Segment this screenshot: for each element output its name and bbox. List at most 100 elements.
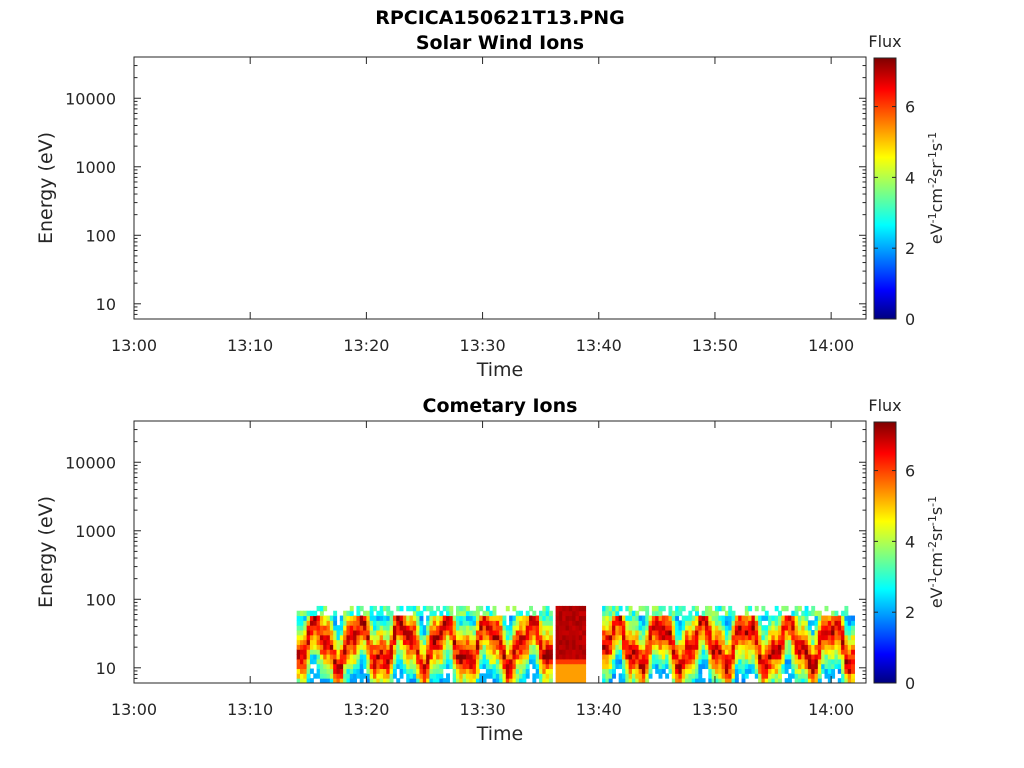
x-tick-label: 13:40 <box>576 700 622 719</box>
spectrogram-cell <box>373 620 377 626</box>
spectrogram-cell <box>373 625 377 631</box>
spectrogram-cell <box>781 620 786 626</box>
spectrogram-cell <box>844 668 849 674</box>
spectrogram-cell <box>791 649 796 655</box>
spectrogram-cell <box>349 605 354 612</box>
spectrogram-cell <box>333 639 338 645</box>
spectrogram-cell <box>834 663 839 670</box>
spectrogram-cell <box>402 630 407 636</box>
spectrogram-cell <box>631 649 636 655</box>
spectrogram-cell <box>781 615 786 621</box>
spectrogram-cell <box>625 654 630 660</box>
spectrogram-cell <box>309 668 314 674</box>
spectrogram-cell <box>439 625 444 631</box>
spectrogram-cell <box>492 639 497 645</box>
spectrogram-cell <box>701 610 706 617</box>
spectrogram-cell <box>392 625 397 631</box>
spectrogram-cell <box>343 625 348 631</box>
spectrogram-cell <box>771 649 776 655</box>
spectrogram-cell <box>718 634 723 641</box>
spectrogram-cell <box>791 625 796 631</box>
spectrogram-cell <box>851 649 855 655</box>
spectrogram-cell <box>319 649 324 655</box>
spectrogram-cell <box>326 630 331 636</box>
spectrogram-cell <box>539 630 543 636</box>
spectrogram-cell <box>758 630 763 636</box>
spectrogram-cell <box>545 673 550 679</box>
spectrogram-cell <box>744 630 749 636</box>
spectrogram-cell <box>479 615 484 621</box>
spectrogram-cell <box>515 634 520 641</box>
spectrogram-cell <box>618 639 623 645</box>
spectrogram-cell <box>688 615 693 621</box>
spectrogram-cell <box>728 678 733 683</box>
spectrogram-cell <box>751 634 756 641</box>
spectrogram-cell <box>419 663 424 670</box>
spectrogram-cell <box>701 620 706 626</box>
spectrogram-cell <box>548 610 553 617</box>
spectrogram-cell <box>612 668 616 674</box>
spectrogram-cell <box>346 630 351 636</box>
spectrogram-cell <box>565 663 570 670</box>
spectrogram-cell <box>462 634 467 641</box>
spectrogram-cell <box>379 620 384 626</box>
spectrogram-cell <box>807 610 812 617</box>
spectrogram-cell <box>482 620 487 626</box>
spectrogram-cell <box>382 615 387 621</box>
spectrogram-cell <box>612 644 616 650</box>
spectrogram-cell <box>459 663 464 670</box>
spectrogram-cell <box>426 634 431 641</box>
spectrogram-cell <box>323 668 328 674</box>
spectrogram-cell <box>542 605 547 612</box>
spectrogram-cell <box>572 625 577 631</box>
spectrogram-cell <box>412 634 417 641</box>
spectrogram-cell <box>416 649 421 655</box>
spectrogram-cell <box>369 644 374 650</box>
spectrogram-cell <box>456 658 460 665</box>
colorbar-tick-label: 2 <box>905 603 915 622</box>
spectrogram-cell <box>741 654 746 660</box>
spectrogram-cell <box>548 649 553 655</box>
spectrogram-cell <box>469 630 474 636</box>
spectrogram-cell <box>768 649 772 655</box>
spectrogram-cell <box>704 625 709 631</box>
spectrogram-cell <box>329 673 334 679</box>
spectrogram-cell <box>834 649 839 655</box>
spectrogram-cell <box>801 610 806 617</box>
spectrogram-cell <box>313 615 318 621</box>
spectrogram-cell <box>628 654 633 660</box>
spectrogram-cell <box>542 639 547 645</box>
spectrogram-cell <box>728 620 733 626</box>
spectrogram-cell <box>641 634 646 641</box>
spectrogram-cell <box>522 634 527 641</box>
spectrogram-cell <box>479 620 484 626</box>
spectrogram-cell <box>323 625 328 631</box>
spectrogram-cell <box>502 620 507 626</box>
spectrogram-cell <box>339 649 344 655</box>
spectrogram-cell <box>781 668 786 674</box>
spectrogram-cell <box>545 620 550 626</box>
spectrogram-cell <box>844 649 849 655</box>
spectrogram-cell <box>841 654 846 660</box>
spectrogram-cell <box>728 615 733 621</box>
spectrogram-cell <box>396 634 401 641</box>
spectrogram-cell <box>389 673 394 679</box>
spectrogram-cell <box>728 658 733 665</box>
spectrogram-cell <box>608 663 613 670</box>
spectrogram-cell <box>605 605 610 612</box>
spectrogram-cell <box>758 678 763 683</box>
spectrogram-cell <box>333 649 338 655</box>
spectrogram-cell <box>432 649 437 655</box>
spectrogram-cell <box>512 630 517 636</box>
spectrogram-cell <box>412 639 417 645</box>
spectrogram-cell <box>356 610 361 617</box>
spectrogram-cell <box>821 615 826 621</box>
spectrogram-cell <box>841 644 846 650</box>
spectrogram-cell <box>645 678 650 683</box>
spectrogram-cell <box>811 610 816 617</box>
spectrogram-cell <box>751 663 756 670</box>
spectrogram-cell <box>751 615 756 621</box>
spectrogram-cell <box>326 625 331 631</box>
spectrogram-cell <box>761 673 766 679</box>
